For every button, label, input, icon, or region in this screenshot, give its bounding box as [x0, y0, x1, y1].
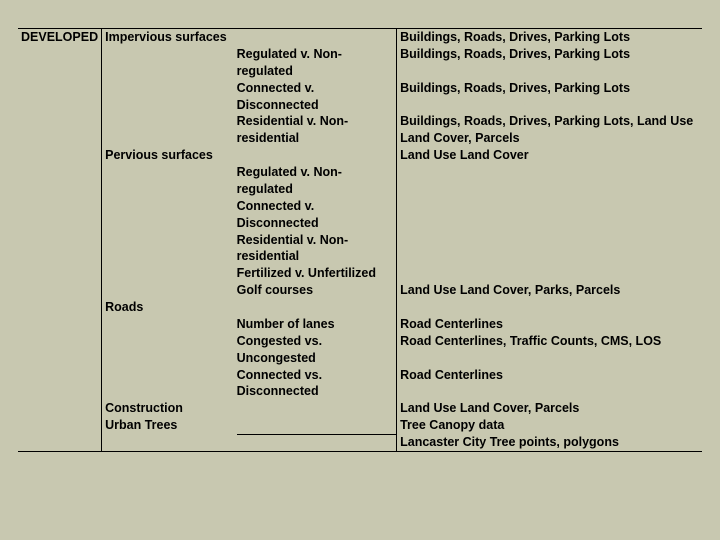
item-connected-imp: Connected v. Disconnected [237, 80, 397, 114]
right-lanes: Road Centerlines [397, 316, 702, 333]
item-regulated-perv: Regulated v. Non-regulated [237, 164, 397, 198]
land-use-table: DEVELOPED Impervious surfaces Buildings,… [18, 28, 702, 452]
item-lanes: Number of lanes [237, 316, 397, 333]
right-golf: Land Use Land Cover, Parks, Parcels [397, 282, 702, 299]
right-urban-trees: Tree Canopy data [397, 417, 702, 434]
item-golf: Golf courses [237, 282, 397, 299]
right-res-imp: Buildings, Roads, Drives, Parking Lots, … [397, 113, 702, 147]
item-fertilized: Fertilized v. Unfertilized [237, 265, 397, 282]
item-disc-roads: Connected vs. Disconnected [237, 367, 397, 401]
right-congested: Road Centerlines, Traffic Counts, CMS, L… [397, 333, 702, 367]
category-header: DEVELOPED [18, 29, 102, 46]
item-congested: Congested vs. Uncongested [237, 333, 397, 367]
right-construction: Land Use Land Cover, Parcels [397, 400, 702, 417]
subcat-roads: Roads [102, 299, 237, 316]
item-residential-imp: Residential v. Non-residential [237, 113, 397, 147]
subcat-impervious: Impervious surfaces [102, 29, 237, 46]
right-disc-roads: Road Centerlines [397, 367, 702, 401]
subcat-pervious: Pervious surfaces [102, 147, 237, 164]
right-pervious-top: Land Use Land Cover [397, 147, 702, 164]
item-residential-perv: Residential v. Non-residential [237, 232, 397, 266]
subcat-urban-trees: Urban Trees [102, 417, 237, 434]
right-conn-imp: Buildings, Roads, Drives, Parking Lots [397, 80, 702, 114]
subcat-construction: Construction [102, 400, 237, 417]
right-lancaster: Lancaster City Tree points, polygons [397, 434, 702, 451]
item-regulated-imp: Regulated v. Non-regulated [237, 46, 397, 80]
right-reg-imp: Buildings, Roads, Drives, Parking Lots [397, 46, 702, 80]
item-connected-perv: Connected v. Disconnected [237, 198, 397, 232]
right-impervious-top: Buildings, Roads, Drives, Parking Lots [397, 29, 702, 46]
